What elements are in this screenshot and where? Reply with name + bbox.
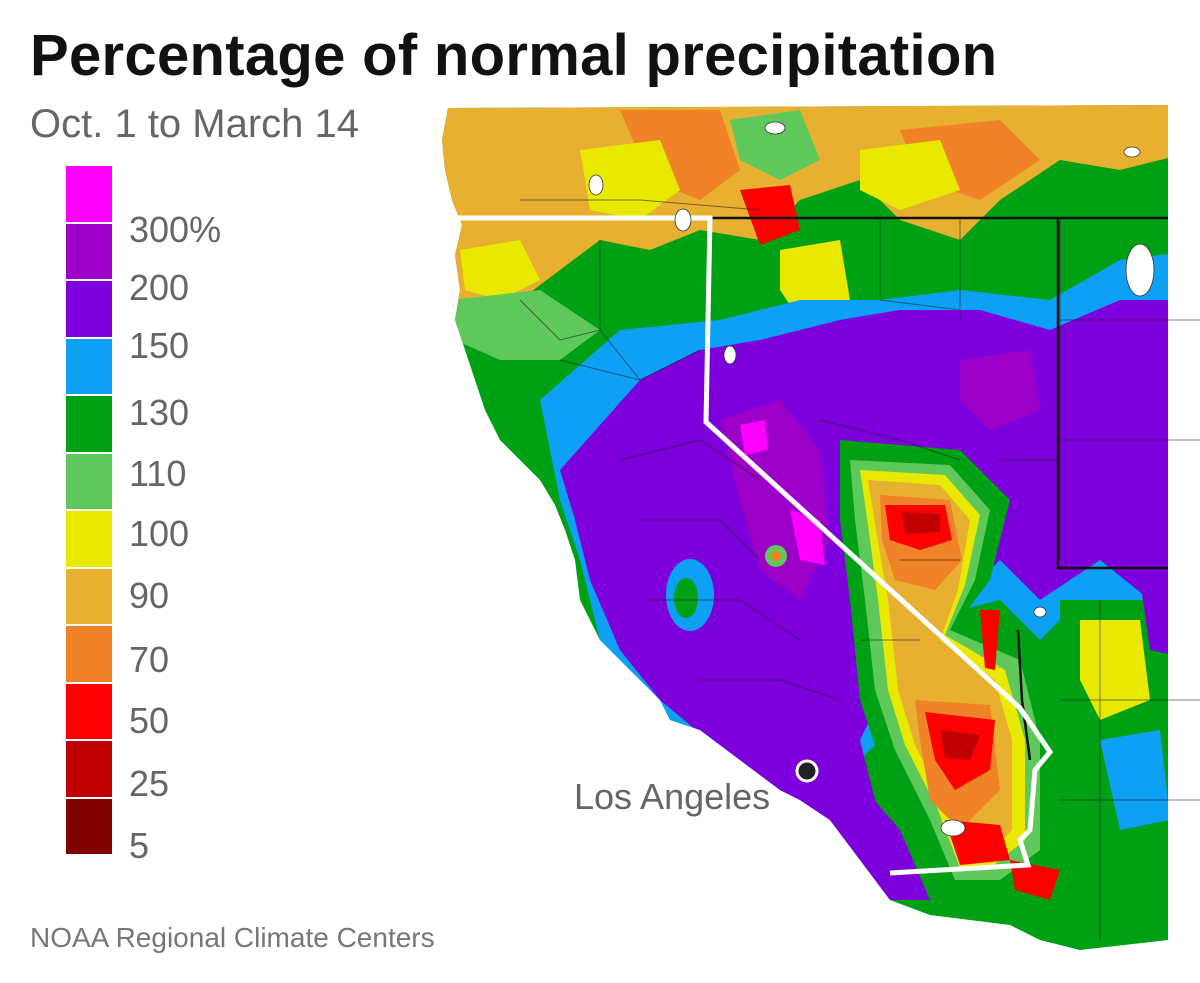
map-title: Percentage of normal precipitation <box>30 23 998 88</box>
legend-label-90: 90 <box>129 575 170 616</box>
legend-swatch <box>66 683 112 741</box>
city-label-los-angeles: Los Angeles <box>574 776 771 817</box>
legend-swatch <box>66 511 112 569</box>
legend-label-110: 110 <box>129 453 187 494</box>
legend-swatch <box>66 453 112 511</box>
legend-label-200: 200 <box>129 267 190 308</box>
color-legend <box>66 166 112 856</box>
legend-label-150: 150 <box>129 325 190 366</box>
legend-swatch <box>66 798 112 856</box>
legend-swatch <box>66 568 112 626</box>
source-credit: NOAA Regional Climate Centers <box>30 922 435 953</box>
legend-label-5: 5 <box>129 825 150 866</box>
legend-label-100: 100 <box>129 513 190 554</box>
legend-swatch <box>66 281 112 339</box>
legend-label-130: 130 <box>129 392 190 433</box>
legend-label-25: 25 <box>129 763 170 804</box>
legend-swatch <box>66 741 112 799</box>
legend-swatch <box>66 626 112 684</box>
legend-label-70: 70 <box>129 639 170 680</box>
legend-label-50: 50 <box>129 700 170 741</box>
precipitation-shading <box>442 105 1168 950</box>
legend-swatch <box>66 223 112 281</box>
state-borders <box>710 216 1168 761</box>
lakes <box>588 121 1155 837</box>
legend-swatch <box>66 396 112 454</box>
legend-swatch <box>66 338 112 396</box>
county-lines <box>519 199 1200 940</box>
map-subtitle: Oct. 1 to March 14 <box>30 102 360 146</box>
los-angeles-marker <box>795 759 819 783</box>
legend-label-300: 300% <box>129 209 222 250</box>
california-border <box>455 215 1054 876</box>
precipitation-map <box>442 105 1200 950</box>
legend-swatch <box>66 166 112 224</box>
